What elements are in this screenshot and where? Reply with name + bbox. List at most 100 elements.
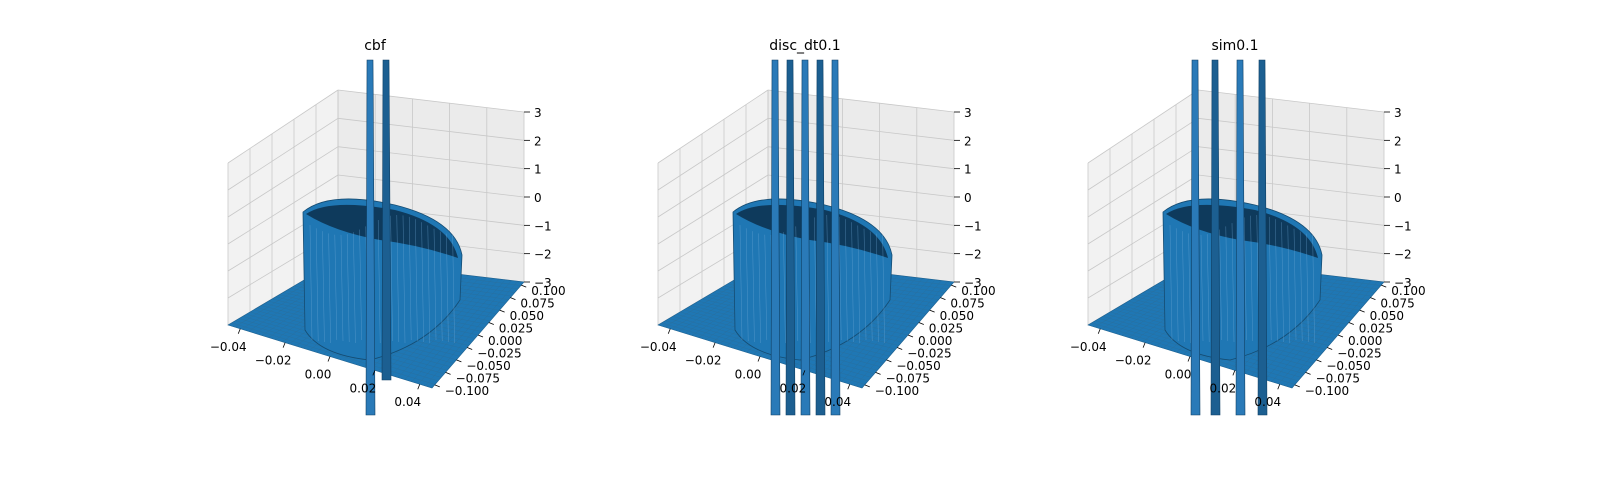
z-tick-label: 3 [1394, 106, 1402, 120]
y-tick-label: 0.100 [961, 284, 995, 298]
x-tick-label: −0.04 [1070, 340, 1107, 354]
surface-streak [1281, 222, 1284, 343]
x-tick-label: 0.00 [305, 368, 332, 382]
y-tick [1294, 384, 1300, 388]
x-tick-label: 0.02 [780, 381, 807, 395]
z-tick-label: 1 [1394, 163, 1402, 177]
z-tick-label: −3 [964, 276, 982, 290]
surface-streak [1169, 224, 1173, 341]
surface-streak [1231, 223, 1235, 343]
surface-streak [322, 231, 325, 343]
surface-spike [800, 59, 811, 416]
surface-streak [1200, 234, 1204, 342]
y-tick-label: 0.025 [1359, 322, 1393, 336]
x-tick [847, 384, 851, 390]
surface-mesh-line [848, 280, 942, 384]
surface-streak [826, 215, 830, 343]
y-tick-label: 0.050 [940, 309, 974, 323]
chart-title: cbf [364, 38, 387, 54]
surface-streak [390, 215, 393, 342]
surface-streak [1225, 226, 1229, 342]
x-tick [237, 328, 241, 334]
surface-mesh-line [418, 280, 512, 384]
z-tick-label: 0 [534, 191, 542, 205]
x-tick-label: 0.02 [1210, 381, 1237, 395]
y-tick-label: 0.050 [1370, 309, 1404, 323]
surface-streak [1293, 228, 1297, 341]
y-tick-label: −0.075 [886, 371, 930, 385]
x-tick-label: −0.02 [685, 354, 722, 368]
y-tick-label: 0.075 [520, 297, 554, 311]
grid-line [227, 174, 339, 245]
x-tick [757, 356, 761, 362]
surface-streak [857, 225, 861, 344]
surface-streak [1250, 215, 1253, 342]
surface-ring-inner [306, 204, 458, 258]
surface-streak [851, 222, 854, 343]
y-tick [1359, 309, 1365, 313]
z-tick-label: 3 [534, 106, 542, 120]
y-tick-label: 0.000 [488, 334, 522, 348]
surface-streak [421, 222, 424, 343]
y-tick [1370, 297, 1376, 301]
y-tick-label: −0.025 [1337, 346, 1381, 360]
surface-streak [739, 224, 743, 341]
y-tick-label: 0.025 [929, 322, 963, 336]
surface-streak [446, 233, 449, 343]
y-tick [918, 322, 924, 325]
surface-streak [315, 228, 319, 342]
y-tick [1348, 322, 1354, 325]
grid-line [1197, 146, 1385, 170]
surface-streak [433, 228, 437, 341]
grid-line [657, 146, 769, 218]
surface-mesh-line [1278, 280, 1372, 384]
y-tick [488, 322, 494, 325]
surface-streak [1299, 231, 1303, 342]
surface-spike [830, 59, 841, 416]
surface-streak [359, 229, 362, 341]
y-tick-label: −0.050 [466, 359, 510, 373]
surface-mesh-line [425, 281, 518, 387]
grid-line [767, 89, 955, 113]
y-tick [499, 309, 505, 313]
grid-line [657, 89, 769, 164]
surface-streak [752, 231, 755, 343]
surface-spike [770, 59, 781, 416]
grid-line [227, 146, 339, 218]
z-tick-label: 0 [964, 191, 972, 205]
surface-streak [309, 224, 313, 341]
y-tick-label: 0.000 [1348, 334, 1382, 348]
y-tick [1316, 359, 1322, 363]
grid-line [1087, 146, 1199, 218]
panel-3: sim0.1 −0.04 −0.02 0.00 0.02 0.04 −0.100−0.075… [1070, 38, 1426, 416]
surface-streak [1219, 229, 1222, 341]
x-tick [282, 342, 286, 348]
surface-spike [815, 59, 826, 416]
surface-streak [1182, 231, 1185, 343]
y-tick-label: 0.075 [950, 297, 984, 311]
grid-line [767, 146, 955, 170]
z-tick-label: −2 [964, 248, 982, 262]
y-tick [1305, 371, 1311, 375]
surface-streak [1306, 233, 1309, 343]
surface-streak [876, 233, 879, 343]
surface-mesh-line [855, 281, 948, 387]
surface-spike [785, 59, 796, 416]
x-tick [667, 328, 671, 334]
grid-line [1087, 117, 1199, 191]
z-tick-label: 0 [1394, 191, 1402, 205]
surface-streak [764, 234, 768, 341]
z-tick-label: −1 [1394, 219, 1412, 233]
x-tick [1232, 370, 1236, 376]
y-tick [864, 384, 870, 388]
x-tick-label: 0.00 [735, 368, 762, 382]
x-tick [1097, 328, 1101, 334]
x-tick [802, 370, 806, 376]
y-tick-label: −0.025 [477, 346, 521, 360]
surface-spike [1235, 59, 1246, 416]
x-tick [1277, 384, 1281, 390]
grid-line [1197, 89, 1385, 113]
surface-mesh-line [1264, 278, 1360, 380]
surface-streak [1312, 234, 1315, 344]
y-tick-label: 0.025 [499, 322, 533, 336]
